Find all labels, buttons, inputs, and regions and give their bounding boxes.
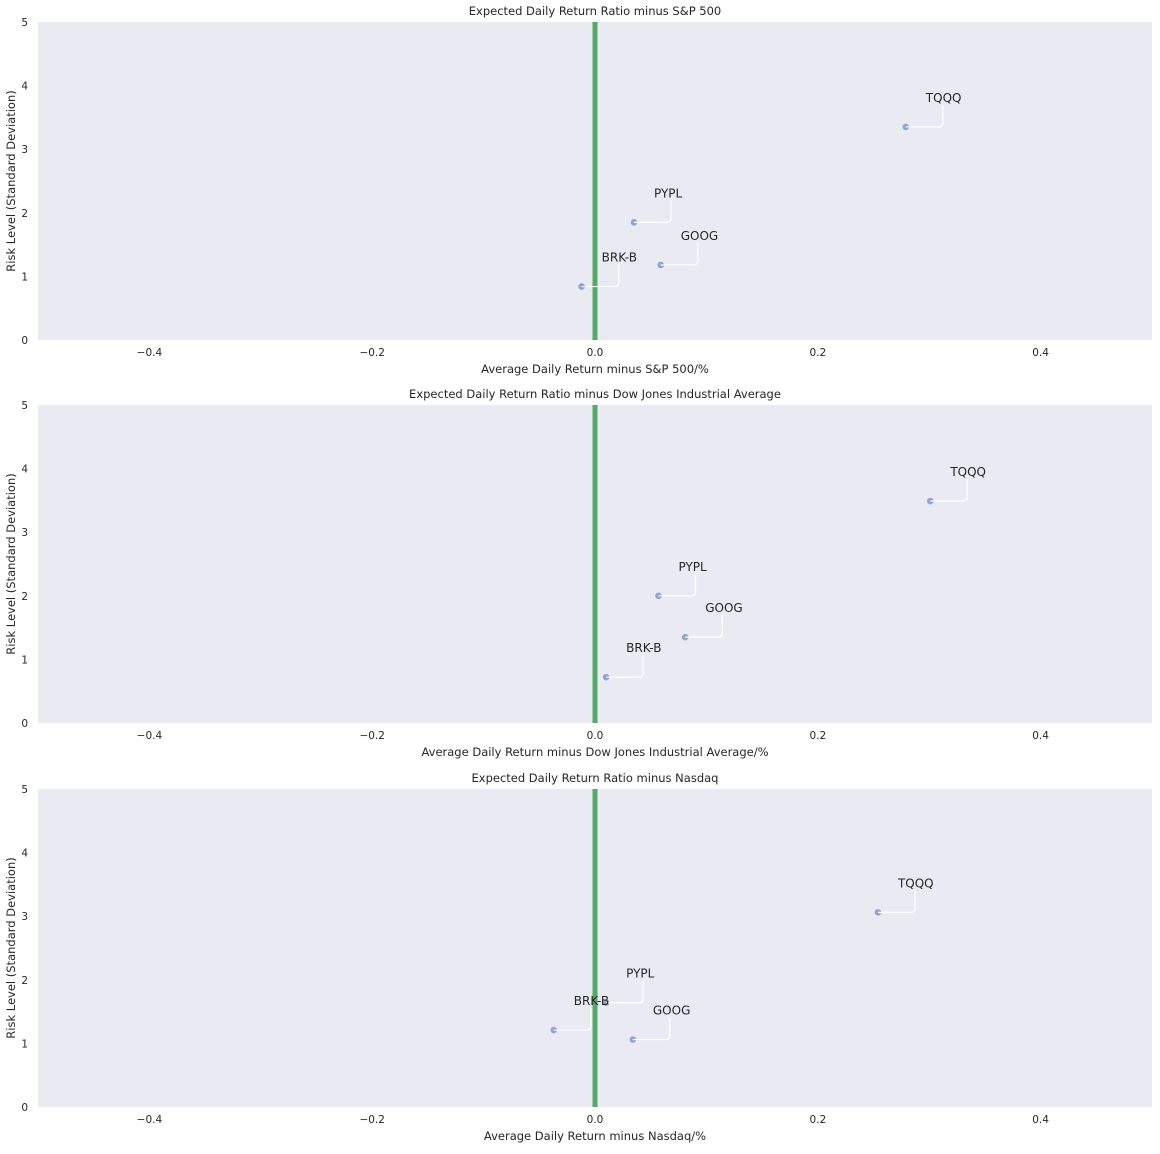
point-label-pypl: PYPL — [626, 967, 655, 981]
y-tick-label: 1 — [21, 271, 28, 283]
annotation-connector — [930, 479, 968, 502]
annotation-connector — [581, 264, 620, 288]
annotation-connector — [553, 1008, 592, 1031]
x-axis-label: Average Daily Return minus Dow Jones Ind… — [421, 745, 768, 759]
y-tick-label: 1 — [21, 1038, 28, 1050]
point-label-goog: GOOG — [681, 229, 719, 243]
y-tick-label: 2 — [21, 208, 28, 220]
x-tick-label: 0.4 — [1032, 347, 1049, 359]
chart-panel-1: Expected Daily Return Ratio minus S&P 50… — [4, 4, 1152, 376]
point-label-brk-b: BRK-B — [602, 251, 637, 265]
x-axis-label: Average Daily Return minus Nasdaq/% — [484, 1129, 706, 1143]
x-tick-label: −0.4 — [137, 347, 163, 359]
y-tick-label: 4 — [21, 848, 28, 860]
y-tick-label: 0 — [21, 718, 28, 730]
x-tick-label: 0.2 — [809, 347, 826, 359]
x-tick-label: 0.4 — [1032, 730, 1049, 742]
point-label-pypl: PYPL — [654, 186, 683, 200]
x-tick-label: −0.4 — [137, 1114, 163, 1126]
point-label-brk-b: BRK-B — [574, 994, 609, 1008]
y-tick-label: 3 — [21, 527, 28, 539]
chart-panel-3: Expected Daily Return Ratio minus Nasdaq… — [4, 771, 1152, 1143]
point-label-tqqq: TQQQ — [925, 91, 962, 105]
x-tick-label: 0.2 — [809, 1114, 826, 1126]
annotation-connector — [660, 242, 699, 266]
y-tick-label: 1 — [21, 654, 28, 666]
point-label-tqqq: TQQQ — [897, 876, 934, 890]
y-tick-label: 5 — [21, 400, 28, 412]
y-axis-label: Risk Level (Standard Deviation) — [4, 473, 18, 654]
x-tick-label: −0.2 — [359, 730, 385, 742]
x-tick-label: 0.2 — [809, 730, 826, 742]
x-tick-label: −0.4 — [137, 730, 163, 742]
annotation-connector — [606, 655, 644, 678]
chart-title: Expected Daily Return Ratio minus Nasdaq — [472, 771, 719, 785]
x-tick-label: 0.0 — [587, 1114, 604, 1126]
annotation-connector — [633, 200, 672, 223]
y-tick-label: 4 — [21, 464, 28, 476]
x-tick-label: 0.0 — [587, 730, 604, 742]
annotation-connector — [632, 1017, 671, 1041]
point-label-tqqq: TQQQ — [949, 465, 986, 479]
y-tick-label: 0 — [21, 335, 28, 347]
x-tick-label: −0.2 — [359, 347, 385, 359]
chart-title: Expected Daily Return Ratio minus S&P 50… — [469, 4, 722, 18]
x-axis-label: Average Daily Return minus S&P 500/% — [481, 362, 709, 376]
y-tick-label: 2 — [21, 975, 28, 987]
annotation-connector — [606, 980, 644, 1004]
point-label-goog: GOOG — [653, 1004, 691, 1018]
y-axis-label: Risk Level (Standard Deviation) — [4, 90, 18, 271]
y-tick-label: 3 — [21, 144, 28, 156]
y-tick-label: 3 — [21, 911, 28, 923]
y-tick-label: 5 — [21, 784, 28, 796]
annotation-connector — [905, 104, 944, 128]
x-tick-label: −0.2 — [359, 1114, 385, 1126]
point-label-goog: GOOG — [705, 601, 743, 615]
point-label-brk-b: BRK-B — [626, 641, 661, 655]
y-tick-label: 0 — [21, 1102, 28, 1114]
annotation-connector — [658, 573, 697, 597]
annotation-connector — [877, 890, 916, 913]
y-tick-label: 5 — [21, 17, 28, 29]
x-tick-label: 0.4 — [1032, 1114, 1049, 1126]
x-tick-label: 0.0 — [587, 347, 604, 359]
y-axis-label: Risk Level (Standard Deviation) — [4, 857, 18, 1038]
point-label-pypl: PYPL — [678, 560, 707, 574]
chart-panel-2: Expected Daily Return Ratio minus Dow Jo… — [4, 387, 1152, 759]
chart-title: Expected Daily Return Ratio minus Dow Jo… — [409, 387, 781, 401]
y-tick-label: 2 — [21, 591, 28, 603]
y-tick-label: 4 — [21, 81, 28, 93]
annotation-connector — [685, 615, 723, 638]
